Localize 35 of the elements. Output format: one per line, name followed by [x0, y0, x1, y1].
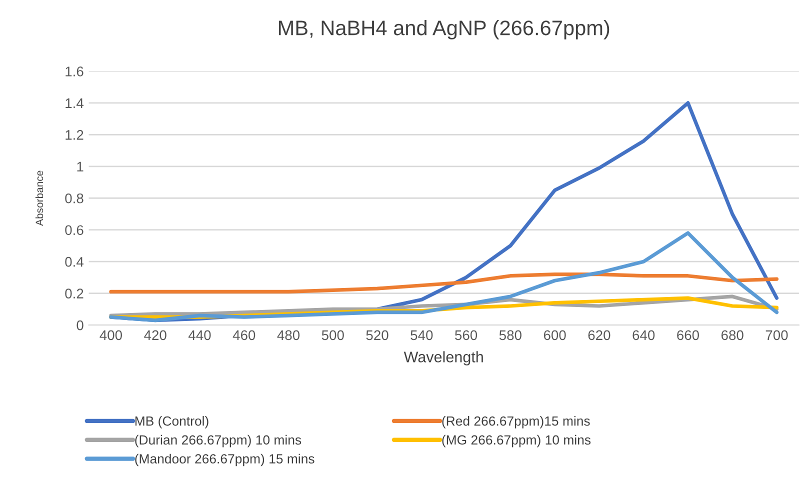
y-tick-label: 0: [76, 320, 84, 330]
x-tick-label: 420: [144, 330, 166, 340]
y-tick-label: 1.2: [66, 130, 84, 140]
x-tick-label: 460: [232, 330, 256, 340]
x-tick-label: 680: [721, 330, 744, 340]
chart-title: MB, NaBH4 and AgNP (266.67ppm): [278, 20, 610, 40]
x-tick-label: 500: [322, 330, 344, 340]
y-tick-label: 0.6: [65, 225, 84, 236]
line-series: [109, 272, 779, 294]
legend-label: (Mandoor 266.67ppm) 15 mins: [135, 454, 314, 466]
x-tick-label: 540: [410, 330, 433, 340]
y-axis-title: Absorbance: [35, 170, 44, 226]
x-tick-label: 640: [632, 330, 655, 340]
x-tick-label: 600: [544, 330, 566, 340]
y-tick-label: 0.8: [65, 193, 84, 204]
x-tick-label: 400: [100, 330, 122, 340]
x-tick-label: 440: [188, 330, 211, 340]
legend-label: (MG 266.67ppm) 10 mins: [442, 434, 591, 448]
legend-label: (Red 266.67ppm)15 mins: [442, 416, 590, 428]
x-tick-label: 700: [766, 330, 788, 340]
x-tick-label: 480: [277, 330, 300, 340]
line-series: [109, 231, 779, 322]
x-tick-label: 620: [588, 330, 610, 340]
x-tick-label: 520: [366, 330, 388, 340]
y-tick-label: 1.4: [66, 98, 84, 108]
y-tick-label: 1.6: [66, 66, 84, 76]
y-tick-label: 0.2: [65, 288, 84, 298]
x-tick-label: 560: [455, 330, 478, 340]
legend-label: MB (Control): [135, 416, 208, 428]
x-tick-label: 580: [499, 330, 522, 340]
x-axis-title: Wavelength: [404, 351, 483, 366]
y-tick-label: 0.4: [65, 256, 84, 267]
x-tick-label: 660: [677, 330, 700, 340]
legend-label: (Durian 266.67ppm) 10 mins: [135, 434, 302, 448]
y-tick-label: 1: [77, 162, 84, 172]
